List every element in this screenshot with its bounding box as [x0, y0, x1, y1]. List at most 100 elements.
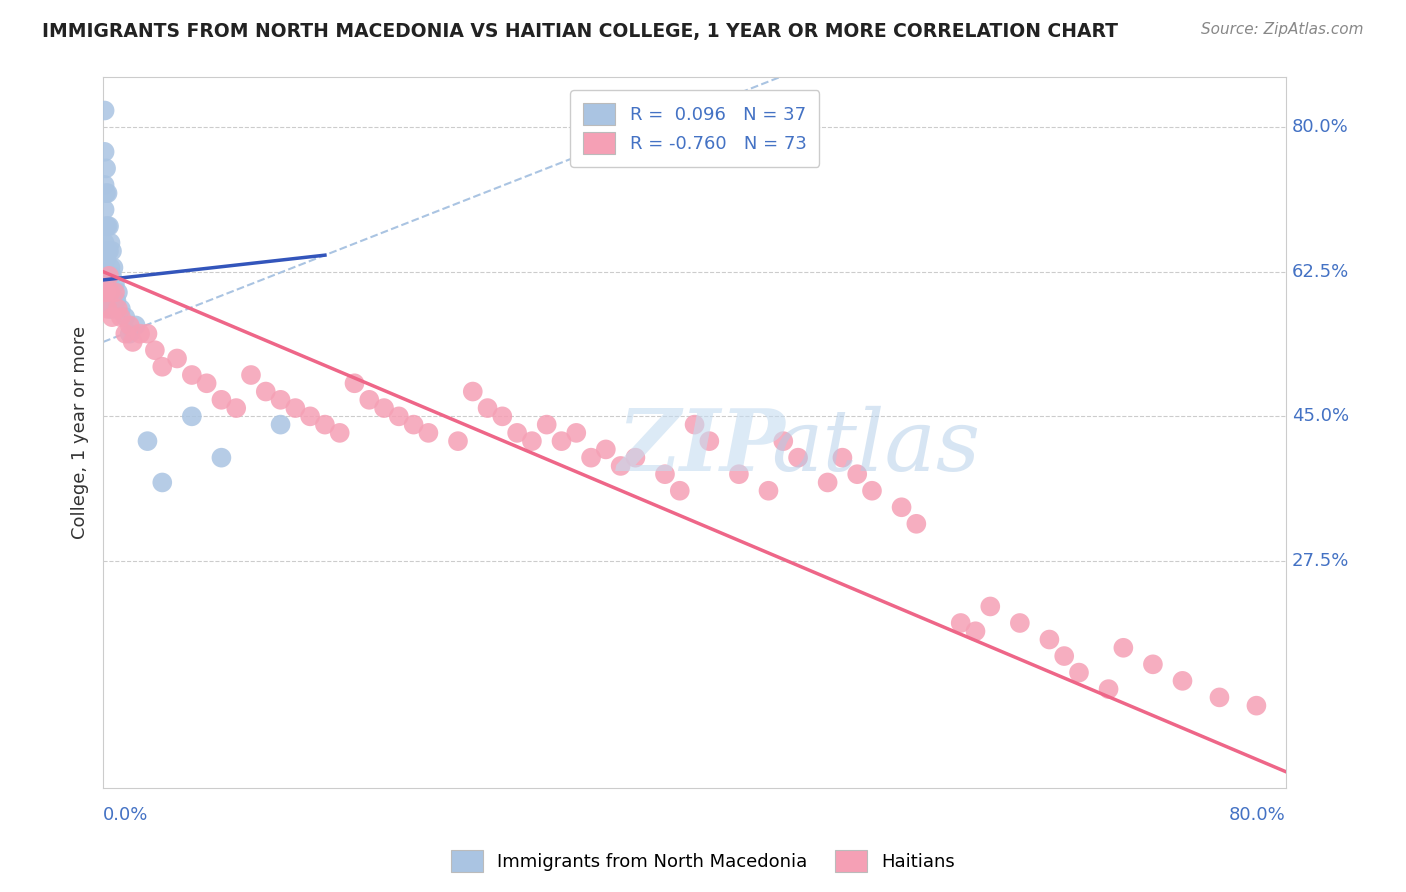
Text: IMMIGRANTS FROM NORTH MACEDONIA VS HAITIAN COLLEGE, 1 YEAR OR MORE CORRELATION C: IMMIGRANTS FROM NORTH MACEDONIA VS HAITI…: [42, 22, 1118, 41]
Point: [1142, 657, 1164, 672]
Point: [94, 186, 117, 201]
Point: [209, 450, 232, 465]
Text: 27.5%: 27.5%: [1292, 552, 1350, 570]
Point: [1038, 632, 1060, 647]
Point: [565, 425, 588, 440]
Point: [114, 310, 136, 325]
Point: [1008, 615, 1031, 630]
Point: [699, 434, 721, 449]
Point: [118, 326, 141, 341]
Point: [1053, 648, 1076, 663]
Point: [101, 244, 124, 258]
Legend: Immigrants from North Macedonia, Haitians: Immigrants from North Macedonia, Haitian…: [441, 841, 965, 881]
Point: [402, 417, 425, 432]
Point: [97, 186, 120, 201]
Point: [101, 310, 124, 325]
Point: [890, 500, 912, 515]
Text: 80.0%: 80.0%: [1292, 118, 1348, 136]
Point: [97, 219, 120, 234]
Point: [225, 401, 247, 415]
Text: 45.0%: 45.0%: [1292, 408, 1348, 425]
Point: [683, 417, 706, 432]
Y-axis label: College, 1 year or more: College, 1 year or more: [72, 326, 89, 540]
Point: [860, 483, 883, 498]
Point: [180, 409, 202, 424]
Point: [905, 516, 928, 531]
Point: [105, 293, 128, 308]
Point: [97, 301, 120, 316]
Point: [93, 103, 115, 118]
Point: [299, 409, 322, 424]
Point: [343, 376, 366, 391]
Point: [1208, 690, 1230, 705]
Point: [93, 202, 115, 217]
Point: [107, 301, 129, 316]
Point: [1067, 665, 1090, 680]
Point: [758, 483, 780, 498]
Point: [787, 450, 810, 465]
Point: [270, 392, 292, 407]
Point: [129, 326, 152, 341]
Legend: R =  0.096   N = 37, R = -0.760   N = 73: R = 0.096 N = 37, R = -0.760 N = 73: [569, 90, 820, 167]
Point: [150, 475, 173, 490]
Point: [314, 417, 336, 432]
Point: [728, 467, 751, 482]
Point: [1171, 673, 1194, 688]
Point: [93, 178, 115, 192]
Point: [846, 467, 869, 482]
Point: [595, 442, 617, 457]
Point: [1112, 640, 1135, 655]
Point: [418, 425, 440, 440]
Point: [121, 334, 143, 349]
Point: [98, 219, 121, 234]
Point: [93, 145, 115, 159]
Point: [965, 624, 987, 639]
Point: [100, 301, 122, 316]
Point: [166, 351, 188, 366]
Point: [772, 434, 794, 449]
Point: [979, 599, 1001, 614]
Point: [624, 450, 647, 465]
Point: [103, 260, 125, 275]
Point: [97, 244, 120, 258]
Point: [195, 376, 218, 391]
Point: [94, 252, 117, 267]
Point: [98, 244, 121, 258]
Point: [124, 318, 146, 333]
Point: [447, 434, 470, 449]
Point: [1097, 682, 1119, 697]
Point: [101, 301, 124, 316]
Point: [104, 285, 127, 300]
Point: [654, 467, 676, 482]
Point: [373, 401, 395, 415]
Point: [949, 615, 972, 630]
Point: [100, 235, 122, 250]
Point: [150, 359, 173, 374]
Point: [114, 326, 136, 341]
Point: [118, 318, 141, 333]
Point: [579, 450, 602, 465]
Point: [110, 301, 132, 316]
Point: [520, 434, 543, 449]
Point: [388, 409, 411, 424]
Point: [98, 268, 121, 283]
Point: [536, 417, 558, 432]
Point: [97, 293, 120, 308]
Point: [98, 268, 121, 283]
Text: ZIP: ZIP: [617, 405, 786, 489]
Point: [831, 450, 853, 465]
Point: [240, 368, 263, 382]
Point: [180, 368, 202, 382]
Point: [93, 235, 115, 250]
Point: [97, 268, 120, 283]
Point: [359, 392, 381, 407]
Point: [329, 425, 352, 440]
Point: [110, 310, 132, 325]
Point: [817, 475, 839, 490]
Text: Source: ZipAtlas.com: Source: ZipAtlas.com: [1201, 22, 1364, 37]
Point: [94, 161, 117, 176]
Point: [94, 285, 117, 300]
Text: atlas: atlas: [772, 406, 980, 489]
Text: 0.0%: 0.0%: [103, 806, 149, 824]
Point: [104, 277, 127, 291]
